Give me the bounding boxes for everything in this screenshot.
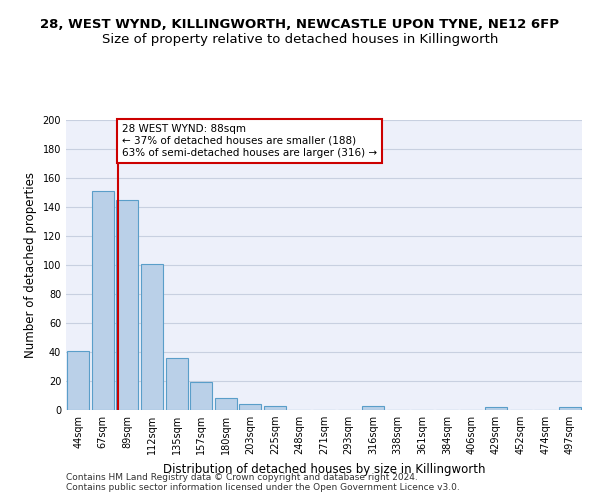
Bar [362, 406, 384, 410]
Bar [559, 407, 581, 410]
Text: 28, WEST WYND, KILLINGWORTH, NEWCASTLE UPON TYNE, NE12 6FP: 28, WEST WYND, KILLINGWORTH, NEWCASTLE U… [41, 18, 560, 30]
Bar [67, 350, 89, 410]
X-axis label: Distribution of detached houses by size in Killingworth: Distribution of detached houses by size … [163, 462, 485, 475]
Bar [190, 382, 212, 410]
Bar [166, 358, 188, 410]
Bar [264, 406, 286, 410]
Y-axis label: Number of detached properties: Number of detached properties [24, 172, 37, 358]
Text: Contains public sector information licensed under the Open Government Licence v3: Contains public sector information licen… [66, 482, 460, 492]
Text: Size of property relative to detached houses in Killingworth: Size of property relative to detached ho… [102, 32, 498, 46]
Bar [485, 407, 507, 410]
Bar [141, 264, 163, 410]
Text: 28 WEST WYND: 88sqm
← 37% of detached houses are smaller (188)
63% of semi-detac: 28 WEST WYND: 88sqm ← 37% of detached ho… [122, 124, 377, 158]
Bar [92, 191, 114, 410]
Text: Contains HM Land Registry data © Crown copyright and database right 2024.: Contains HM Land Registry data © Crown c… [66, 472, 418, 482]
Bar [116, 200, 139, 410]
Bar [215, 398, 237, 410]
Bar [239, 404, 262, 410]
